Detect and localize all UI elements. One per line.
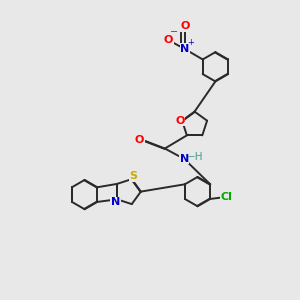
Text: N: N (180, 44, 190, 54)
Text: −: − (170, 27, 178, 37)
Text: S: S (129, 171, 137, 181)
Text: N: N (111, 197, 120, 207)
Text: O: O (135, 135, 144, 145)
Text: O: O (180, 21, 190, 31)
Text: −H: −H (187, 152, 204, 162)
Text: Cl: Cl (221, 193, 232, 202)
Text: N: N (180, 154, 189, 164)
Text: +: + (187, 38, 194, 47)
Text: O: O (175, 116, 184, 126)
Text: O: O (164, 35, 173, 45)
